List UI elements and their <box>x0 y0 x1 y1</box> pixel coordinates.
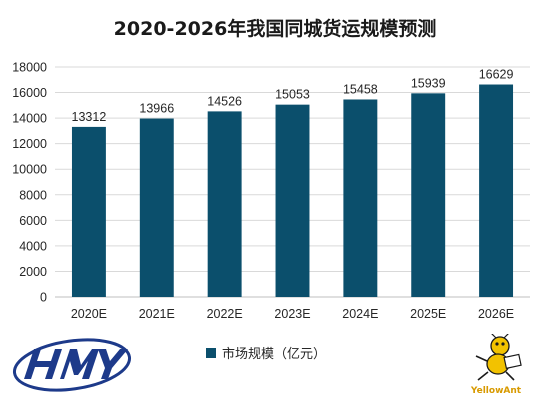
bar <box>71 126 106 297</box>
legend: 市场规模（亿元） <box>206 343 326 362</box>
legend-label: 市场规模（亿元） <box>222 347 327 362</box>
legend-swatch <box>206 347 216 358</box>
y-tick-label: 10000 <box>12 163 47 177</box>
y-tick-label: 4000 <box>19 239 47 253</box>
x-tick-label: 2024E <box>342 307 378 321</box>
data-label: 15053 <box>275 88 310 102</box>
data-label: 14526 <box>207 94 242 108</box>
data-label: 13966 <box>139 102 174 116</box>
yellowant-text: YellowAnt <box>470 386 522 396</box>
x-tick-label: 2025E <box>410 307 446 321</box>
y-tick-label: 14000 <box>12 112 47 126</box>
x-tick-label: 2021E <box>139 307 175 321</box>
y-tick-label: 18000 <box>12 61 47 75</box>
x-tick-label: 2020E <box>71 307 107 321</box>
y-tick-label: 8000 <box>19 188 47 202</box>
y-tick-label: 6000 <box>19 214 47 228</box>
x-tick-label: 2022E <box>207 307 243 321</box>
y-tick-label: 16000 <box>12 86 47 100</box>
chart-title: 2020-2026年我国同城货运规模预测 <box>113 18 437 40</box>
bar <box>343 99 378 297</box>
bar <box>139 118 174 297</box>
y-tick-label: 0 <box>40 291 47 305</box>
y-tick-label: 2000 <box>19 265 47 279</box>
bar <box>207 111 242 297</box>
data-label: 15939 <box>411 76 446 90</box>
bar <box>479 84 514 297</box>
data-label: 13312 <box>72 110 107 124</box>
yellowant-mascot-icon: YellowAnt <box>470 334 522 396</box>
hmy-logo <box>12 338 132 392</box>
data-label: 15458 <box>343 82 378 96</box>
y-tick-label: 12000 <box>12 137 47 151</box>
bar <box>275 104 310 297</box>
bar <box>411 93 446 298</box>
data-label: 16629 <box>479 68 514 82</box>
x-tick-label: 2023E <box>274 307 310 321</box>
x-tick-label: 2026E <box>478 307 514 321</box>
